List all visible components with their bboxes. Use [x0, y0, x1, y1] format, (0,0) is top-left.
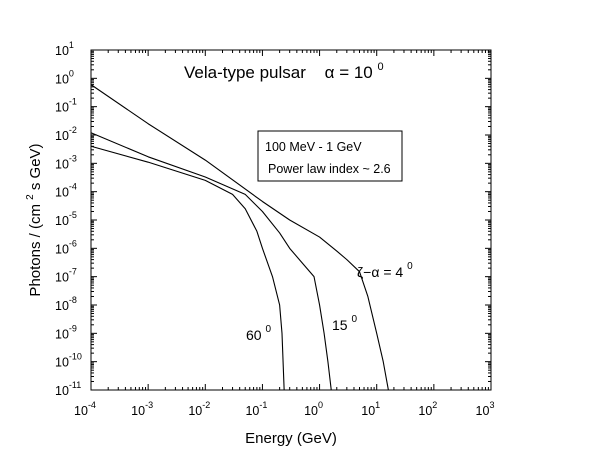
series-label-zeta-alpha-4-text: ζ−α = 4	[357, 264, 403, 280]
series-label-60: 60 0	[246, 324, 271, 343]
x-tick-label: 10-2	[188, 400, 210, 418]
y-axis-title: Photons / (cm 2 s GeV)	[20, 143, 44, 296]
y-tick-label: 101	[55, 40, 74, 58]
y-tick-label: 10-4	[55, 182, 77, 200]
series-label-60-exp: 0	[265, 324, 271, 335]
x-tick-label: 100	[304, 400, 323, 418]
y-tick-label: 10-9	[55, 323, 77, 341]
series-label-15: 15 0	[332, 314, 357, 333]
plot-frame	[90, 49, 492, 391]
chart-title: Vela-type pulsar α = 10 0	[184, 61, 384, 82]
series-label-zeta-alpha-4: ζ−α = 4 0	[357, 261, 413, 280]
x-tick-label: 10-4	[74, 400, 96, 418]
y-tick-label: 10-8	[55, 295, 77, 313]
tick-labels: 10-4 10-3 10-2 10-1 100 101 102 10310110010-110…	[55, 40, 494, 418]
chart-title-param: α = 10	[325, 63, 373, 82]
x-tick-label: 102	[418, 400, 437, 418]
y-tick-label: 100	[55, 68, 74, 86]
y-tick-label: 10-7	[55, 267, 77, 285]
series-label-zeta-alpha-4-exp: 0	[407, 261, 413, 272]
series-label-15-text: 15	[332, 317, 348, 333]
x-tick-label: 10-3	[131, 400, 153, 418]
x-tick-label: 10-1	[245, 400, 267, 418]
y-tick-label: 10-2	[55, 125, 77, 143]
y-tick-label: 10-11	[55, 380, 81, 398]
axis-ticks	[90, 49, 492, 391]
series-label-15-exp: 0	[351, 314, 357, 325]
y-tick-label: 10-5	[55, 210, 77, 228]
chart-title-main: Vela-type pulsar	[184, 63, 306, 82]
series-layer	[90, 84, 389, 391]
y-tick-label: 10-3	[55, 153, 77, 171]
x-tick-label: 103	[476, 400, 495, 418]
legend-box	[257, 130, 403, 182]
series-line-0	[90, 84, 389, 391]
y-axis-title-exp: 2	[25, 194, 36, 200]
series-label-60-text: 60	[246, 327, 262, 343]
y-tick-label: 10-1	[55, 97, 77, 115]
series-line-1	[90, 132, 332, 391]
y-axis-title-pre: Photons / (cm	[27, 204, 44, 297]
series-line-2	[90, 145, 285, 391]
legend-line2: Power law index ~ 2.6	[268, 162, 391, 176]
chart-title-param-exp: 0	[378, 61, 384, 73]
legend-line1: 100 MeV - 1 GeV	[265, 140, 362, 154]
y-tick-label: 10-10	[55, 352, 82, 370]
x-axis-title: Energy (GeV)	[245, 430, 337, 447]
y-axis-title-post: s GeV)	[27, 143, 44, 190]
x-tick-label: 101	[361, 400, 380, 418]
y-tick-label: 10-6	[55, 238, 77, 256]
